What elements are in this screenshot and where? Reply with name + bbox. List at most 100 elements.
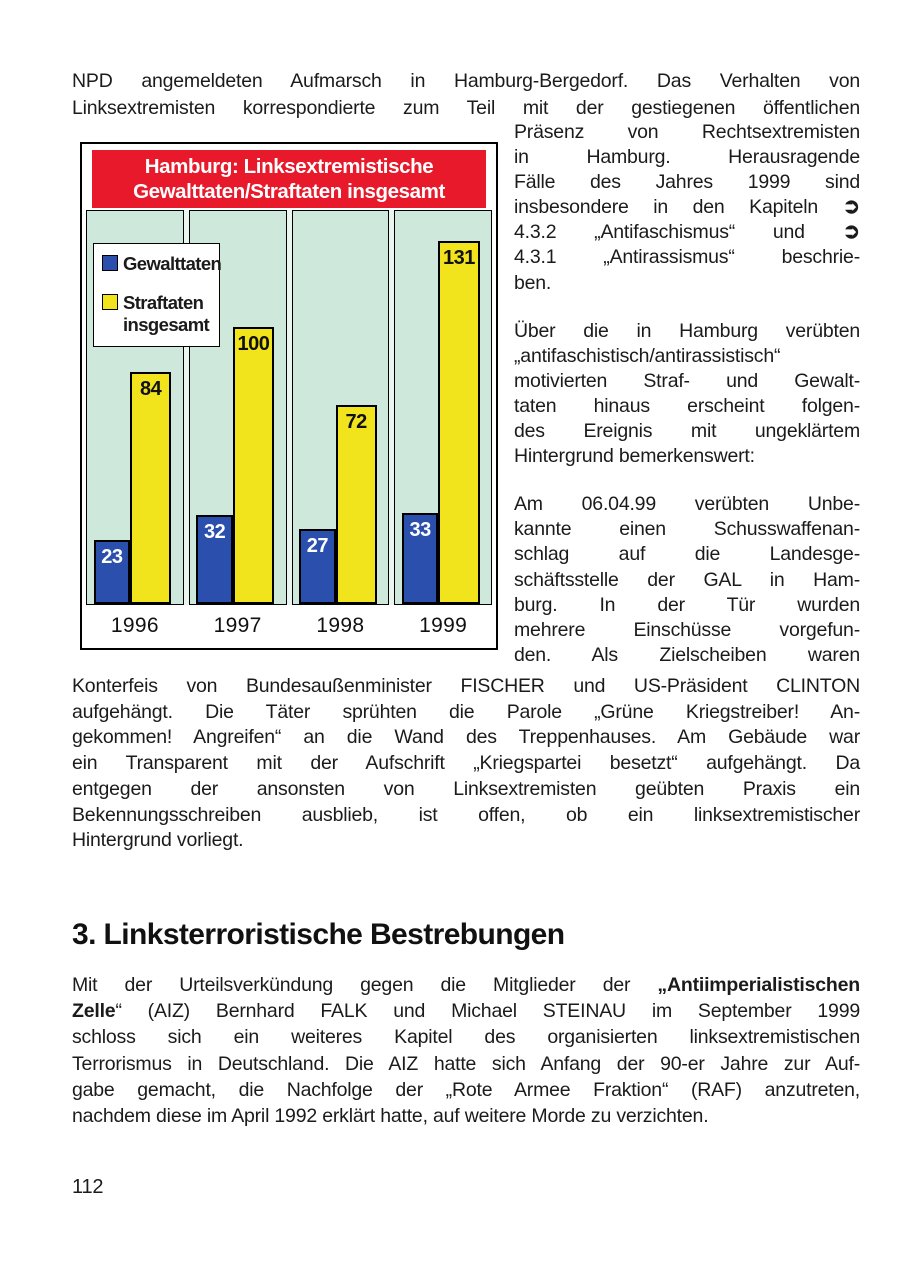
text-line: Hintergrund vorliegt.: [72, 828, 860, 854]
bar-value-label: 32: [204, 521, 226, 544]
text-segment: burg. In der Tür wurden: [514, 593, 860, 616]
right-column: Präsenz von Rechtsextremisten in Hamburg.…: [514, 120, 860, 691]
section-heading: 3. Linksterroristische Bestrebungen: [72, 918, 565, 951]
text-line: gekommen! Angreifen“ an die Wand des Tre…: [72, 725, 860, 751]
text-line: des Ereignis mit ungeklärtem: [514, 419, 860, 444]
intro-paragraph: NPD angemeldeten Aufmarsch in Hamburg-Be…: [72, 68, 860, 121]
chart-title-line: Hamburg: Linksextremistische: [144, 155, 434, 178]
text-segment: gekommen! Angreifen“ an die Wand des Tre…: [72, 726, 860, 749]
bar-value-label: 27: [306, 535, 329, 558]
text-line: mehrere Einschüsse vorgefun-: [514, 618, 860, 643]
text-line: Hintergrund bemerkenswert:: [514, 444, 860, 469]
continuation-paragraph: Konterfeis von Bundesaußenminister FISCH…: [72, 674, 860, 854]
bar-gewalttaten-1997: 32: [196, 515, 233, 604]
text-line: schloss sich ein weiteres Kapitel des or…: [72, 1024, 860, 1050]
text-segment: aufgehängt. Die Täter sprühten die Parol…: [72, 700, 860, 723]
text-segment: taten hinaus erscheint folgen-: [514, 394, 860, 417]
legend-item-gewalttaten: Gewalttaten: [102, 253, 222, 275]
legend-color-swatch: [102, 255, 118, 271]
text-line: gabe gemacht, die Nachfolge der „Rote Ar…: [72, 1077, 860, 1103]
text-segment: ben.: [514, 271, 552, 294]
bar-gewalttaten-1996: 23: [93, 540, 131, 604]
legend-label: Gewalttaten: [123, 253, 222, 274]
text-line: entgegen der ansonsten von Linksextremis…: [72, 777, 860, 803]
bar-straftaten-insgesamt-1998: 72: [335, 404, 377, 604]
chart-x-axis: 1996 1997 1998 1999: [86, 605, 492, 646]
text-segment: insbesondere in den Kapiteln: [514, 196, 843, 219]
text-segment: Bekennungsschreiben ausblieb, ist offen,…: [72, 803, 860, 826]
text-segment: Konterfeis von Bundesaußenminister FISCH…: [72, 675, 860, 697]
text-line: taten hinaus erscheint folgen-: [514, 394, 860, 419]
text-segment: schlag auf die Landesge-: [514, 543, 860, 566]
text-segment: mehrere Einschüsse vorgefun-: [514, 618, 860, 641]
text-segment: NPD angemeldeten Aufmarsch in Hamburg-Be…: [72, 70, 860, 92]
bar-value-label: 72: [345, 410, 368, 433]
text-line: nachdem diese im April 1992 erklärt hatt…: [72, 1103, 860, 1129]
text-segment: Linksextremisten korrespondierte zum Tei…: [72, 96, 860, 119]
text-line: den. Als Zielscheiben waren: [514, 643, 860, 668]
text-segment: den. Als Zielscheiben waren: [514, 643, 860, 666]
text-segment: Am 06.04.99 verübten Unbe-: [514, 493, 860, 516]
text-segment: „antifaschistisch/antirassistisch“: [514, 344, 781, 367]
text-segment: entgegen der ansonsten von Linksextremis…: [72, 777, 860, 800]
bar-straftaten-insgesamt-1999: 131: [438, 241, 480, 604]
xref-arrow-icon: ➲: [842, 195, 861, 219]
text-segment: Präsenz von Rechtsextremisten: [514, 121, 860, 143]
text-segment: „Antiimperialistischen: [657, 974, 860, 996]
chart-panel-1999: 33 131: [394, 210, 492, 605]
text-segment: gabe gemacht, die Nachfolge der „Rote Ar…: [72, 1078, 860, 1101]
text-segment: schloss sich ein weiteres Kapitel des or…: [72, 1026, 860, 1049]
bar-straftaten-insgesamt-1997: 100: [232, 327, 274, 604]
text-segment: Mit der Urteilsverkündung gegen die Mitg…: [72, 974, 658, 996]
text-segment: Hintergrund vorliegt.: [72, 829, 244, 852]
text-segment: 4.3.1 „Antirassismus“ beschrie-: [514, 246, 860, 269]
axis-label-1998: 1998: [316, 614, 365, 637]
text-line: schlag auf die Landesge-: [514, 542, 860, 567]
text-line: Über die in Hamburg verübten: [514, 319, 860, 344]
chart-legend: Gewalttaten Straftaten insgesamt: [93, 243, 222, 347]
text-line: Zelle“ (AIZ) Bernhard FALK und Michael S…: [72, 998, 860, 1024]
text-line: Mit der Urteilsverkündung gegen die Mitg…: [72, 972, 860, 998]
text-segment: Fälle des Jahres 1999 sind: [514, 171, 860, 194]
text-segment: motivierten Straf- und Gewalt-: [514, 369, 860, 392]
text-segment: Zelle: [72, 1000, 116, 1023]
text-segment: Über die in Hamburg verübten: [514, 319, 860, 342]
legend-item-straftaten: Straftaten insgesamt: [102, 292, 212, 336]
legend-color-swatch: [102, 294, 118, 310]
chart-panel-1997: 32 100: [188, 210, 287, 605]
text-line: Am 06.04.99 verübten Unbe-: [514, 492, 860, 517]
text-segment: 4.3.2 „Antifaschismus“ und: [514, 221, 843, 244]
text-segment: ein Transparent mit der Aufschrift „Krie…: [72, 752, 860, 775]
chart-title-banner: Hamburg: Linksextremistische Gewalttaten/…: [92, 150, 486, 208]
text-line: insbesondere in den Kapiteln ➲: [514, 195, 860, 220]
text-line: 4.3.2 „Antifaschismus“ und ➲: [514, 220, 860, 245]
bar-value-label: 33: [409, 518, 432, 541]
text-line: Terrorismus in Deutschland. Die AIZ hatt…: [72, 1051, 860, 1077]
text-line: „antifaschistisch/antirassistisch“: [514, 344, 860, 369]
right-column-paragraph-2: Über die in Hamburg verübten „antifaschis…: [514, 319, 860, 470]
bar-value-label: 100: [237, 333, 270, 356]
text-line: NPD angemeldeten Aufmarsch in Hamburg-Be…: [72, 68, 860, 95]
text-segment: in Hamburg. Herausragende: [514, 146, 860, 169]
chart-figure: Hamburg: Linksextremistische Gewalttaten/…: [80, 142, 498, 650]
bar-gewalttaten-1999: 33: [401, 512, 439, 604]
text-segment: nachdem diese im April 1992 erklärt hatt…: [72, 1105, 709, 1128]
text-line: Konterfeis von Bundesaußenminister FISCH…: [72, 674, 860, 700]
bar-gewalttaten-1998: 27: [299, 529, 336, 604]
text-line: in Hamburg. Herausragende: [514, 145, 860, 170]
aiz-paragraph: Mit der Urteilsverkündung gegen die Mitg…: [72, 972, 860, 1129]
axis-label-1997: 1997: [213, 614, 262, 637]
text-line: motivierten Straf- und Gewalt-: [514, 369, 860, 394]
bar-value-label: 23: [101, 546, 123, 569]
text-segment: des Ereignis mit ungeklärtem: [514, 420, 860, 443]
right-column-paragraph-1: Präsenz von Rechtsextremisten in Hamburg.…: [514, 120, 860, 296]
chart-panel-1998: 27 72: [291, 210, 390, 605]
text-line: ben.: [514, 271, 860, 296]
text-segment: “ (AIZ) Bernhard FALK und Michael STEINA…: [115, 1000, 860, 1023]
text-line: aufgehängt. Die Täter sprühten die Parol…: [72, 700, 860, 726]
text-line: ein Transparent mit der Aufschrift „Krie…: [72, 751, 860, 777]
text-segment: kannte einen Schusswaffenan-: [514, 518, 860, 541]
text-line: Linksextremisten korrespondierte zum Tei…: [72, 95, 860, 122]
bar-value-label: 131: [442, 247, 475, 270]
xref-arrow-icon: ➲: [842, 220, 861, 244]
